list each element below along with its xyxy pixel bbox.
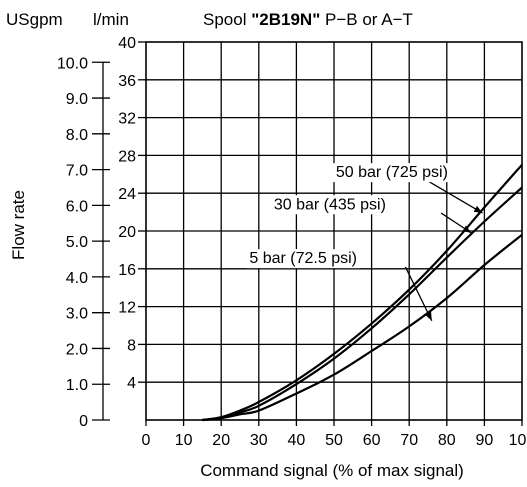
- y-secondary-tick-label: 10.0: [57, 55, 88, 72]
- y-tick-label: 8: [127, 337, 136, 354]
- title-prefix: Spool: [203, 10, 246, 29]
- y-axis-label: Flow rate: [9, 190, 28, 260]
- series-lines: [202, 164, 523, 422]
- grid: [146, 42, 522, 420]
- leader-line-2: [404, 266, 433, 322]
- x-tick-label: 80: [438, 432, 456, 449]
- y-tick-label: 12: [118, 300, 136, 317]
- chart-header: USgpm l/min Spool "2B19N" P−B or A−T: [6, 10, 413, 29]
- y-tick-label: 28: [118, 148, 136, 165]
- chart-title: Spool "2B19N" P−B or A−T: [203, 10, 413, 29]
- unit-label-lmin: l/min: [93, 10, 129, 29]
- y-tick-label: 20: [118, 224, 136, 241]
- y-secondary-tick-label: 7.0: [66, 163, 88, 180]
- x-axis-label: Command signal (% of max signal): [200, 461, 464, 480]
- y-tick-label: 32: [118, 111, 136, 128]
- x-tick-label: 0: [142, 432, 151, 449]
- leader-arrowhead-2: [425, 311, 432, 321]
- y-secondary-tick-label: 9.0: [66, 91, 88, 108]
- x-axis: 0 10 20 30 40 50 60 70 80 90 100: [142, 420, 527, 449]
- unit-label-usgpm: USgpm: [6, 10, 63, 29]
- series-line-1: [202, 186, 523, 422]
- x-tick-label: 20: [212, 432, 230, 449]
- spool-id: "2B19N": [251, 10, 320, 29]
- x-tick-label: 40: [288, 432, 306, 449]
- annotation-label-1: 30 bar (435 psi): [274, 196, 386, 213]
- annotation-label-0: 50 bar (725 psi): [336, 164, 448, 181]
- y-tick-label: 24: [118, 186, 136, 203]
- y-secondary-tick-label: 8.0: [66, 127, 88, 144]
- y-secondary-tick-label: 6.0: [66, 198, 88, 215]
- leader-line-0: [425, 179, 483, 214]
- x-tick-label: 50: [325, 432, 343, 449]
- series-line-0: [202, 164, 523, 422]
- x-tick-label: 10: [175, 432, 193, 449]
- annotation-label-bg-1: [270, 195, 389, 215]
- series-line-2: [202, 233, 523, 422]
- y-tick-label: 40: [118, 35, 136, 52]
- title-suffix: P−B or A−T: [325, 10, 413, 29]
- x-tick-label: 70: [400, 432, 418, 449]
- y-axis-usgpm: 0 1.0 2.0 3.0 4.0 5.0 6.0 7.0 8.0 9.0 10.0: [57, 55, 110, 430]
- y-secondary-tick-label: 4.0: [66, 270, 88, 287]
- y-tick-label: 36: [118, 73, 136, 90]
- y-axis-lmin: 4 8 12 16 20 24 28 32 36 40: [118, 35, 146, 392]
- y-tick-label: 4: [127, 375, 136, 392]
- y-secondary-tick-label: 3.0: [66, 306, 88, 323]
- y-secondary-tick-label: 5.0: [66, 234, 88, 251]
- x-tick-label: 60: [363, 432, 381, 449]
- annotation-label-bg-0: [332, 163, 451, 183]
- y-tick-label: 16: [118, 262, 136, 279]
- x-tick-label: 30: [250, 432, 268, 449]
- y-secondary-tick-label: 0: [79, 413, 88, 430]
- curve-annotations: 50 bar (725 psi) 30 bar (435 psi) 5 bar (7…: [246, 163, 483, 322]
- y-secondary-tick-label: 2.0: [66, 341, 88, 358]
- x-tick-label: 90: [476, 432, 494, 449]
- leader-arrowhead-1: [462, 225, 472, 233]
- y-secondary-tick-label: 1.0: [66, 377, 88, 394]
- leader-arrowhead-0: [473, 205, 483, 214]
- x-tick-label: 100: [509, 432, 527, 449]
- annotation-label-bg-2: [246, 249, 361, 269]
- annotation-label-2: 5 bar (72.5 psi): [249, 250, 357, 267]
